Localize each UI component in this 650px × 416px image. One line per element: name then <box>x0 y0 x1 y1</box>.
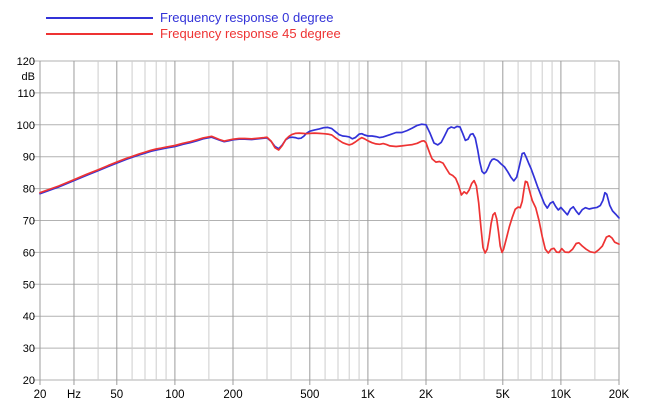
x-tick-label: 50 <box>110 389 123 401</box>
x-tick-label: Hz <box>67 389 81 401</box>
legend-label-0-degree: Frequency response 0 degree <box>160 10 334 25</box>
x-tick-label: 100 <box>165 389 184 401</box>
y-tick-label: 100 <box>17 120 35 132</box>
x-tick-label: 200 <box>223 389 242 401</box>
y-tick-label: 40 <box>23 311 35 323</box>
legend-line-45-degree <box>46 33 153 35</box>
y-tick-label: 20 <box>23 375 35 387</box>
x-tick-label: 10K <box>551 389 572 401</box>
x-tick-label: 500 <box>300 389 319 401</box>
y-tick-label: 110 <box>17 88 35 100</box>
x-tick-label: 20 <box>34 389 47 401</box>
x-tick-label: 5K <box>496 389 510 401</box>
x-tick-label: 1K <box>361 389 375 401</box>
y-tick-label: 30 <box>23 343 35 355</box>
y-tick-label: 60 <box>23 247 35 259</box>
y-tick-label: 50 <box>23 279 35 291</box>
x-tick-label: 20K <box>609 389 630 401</box>
x-tick-label: 2K <box>419 389 433 401</box>
y-tick-label: 90 <box>23 152 35 164</box>
legend-item-45-degree: Frequency response 45 degree <box>46 26 341 42</box>
series-line-45-degree <box>39 132 620 254</box>
legend-label-45-degree: Frequency response 45 degree <box>160 26 341 41</box>
y-tick-label: 120 <box>17 56 35 68</box>
y-tick-label: 70 <box>23 216 35 228</box>
y-tick-label: 80 <box>23 184 35 196</box>
legend-item-0-degree: Frequency response 0 degree <box>46 10 341 26</box>
y-axis-unit-label: dB <box>22 71 35 83</box>
chart-legend: Frequency response 0 degree Frequency re… <box>46 10 341 42</box>
series-line-0-degree <box>39 123 620 219</box>
legend-line-0-degree <box>46 17 153 19</box>
